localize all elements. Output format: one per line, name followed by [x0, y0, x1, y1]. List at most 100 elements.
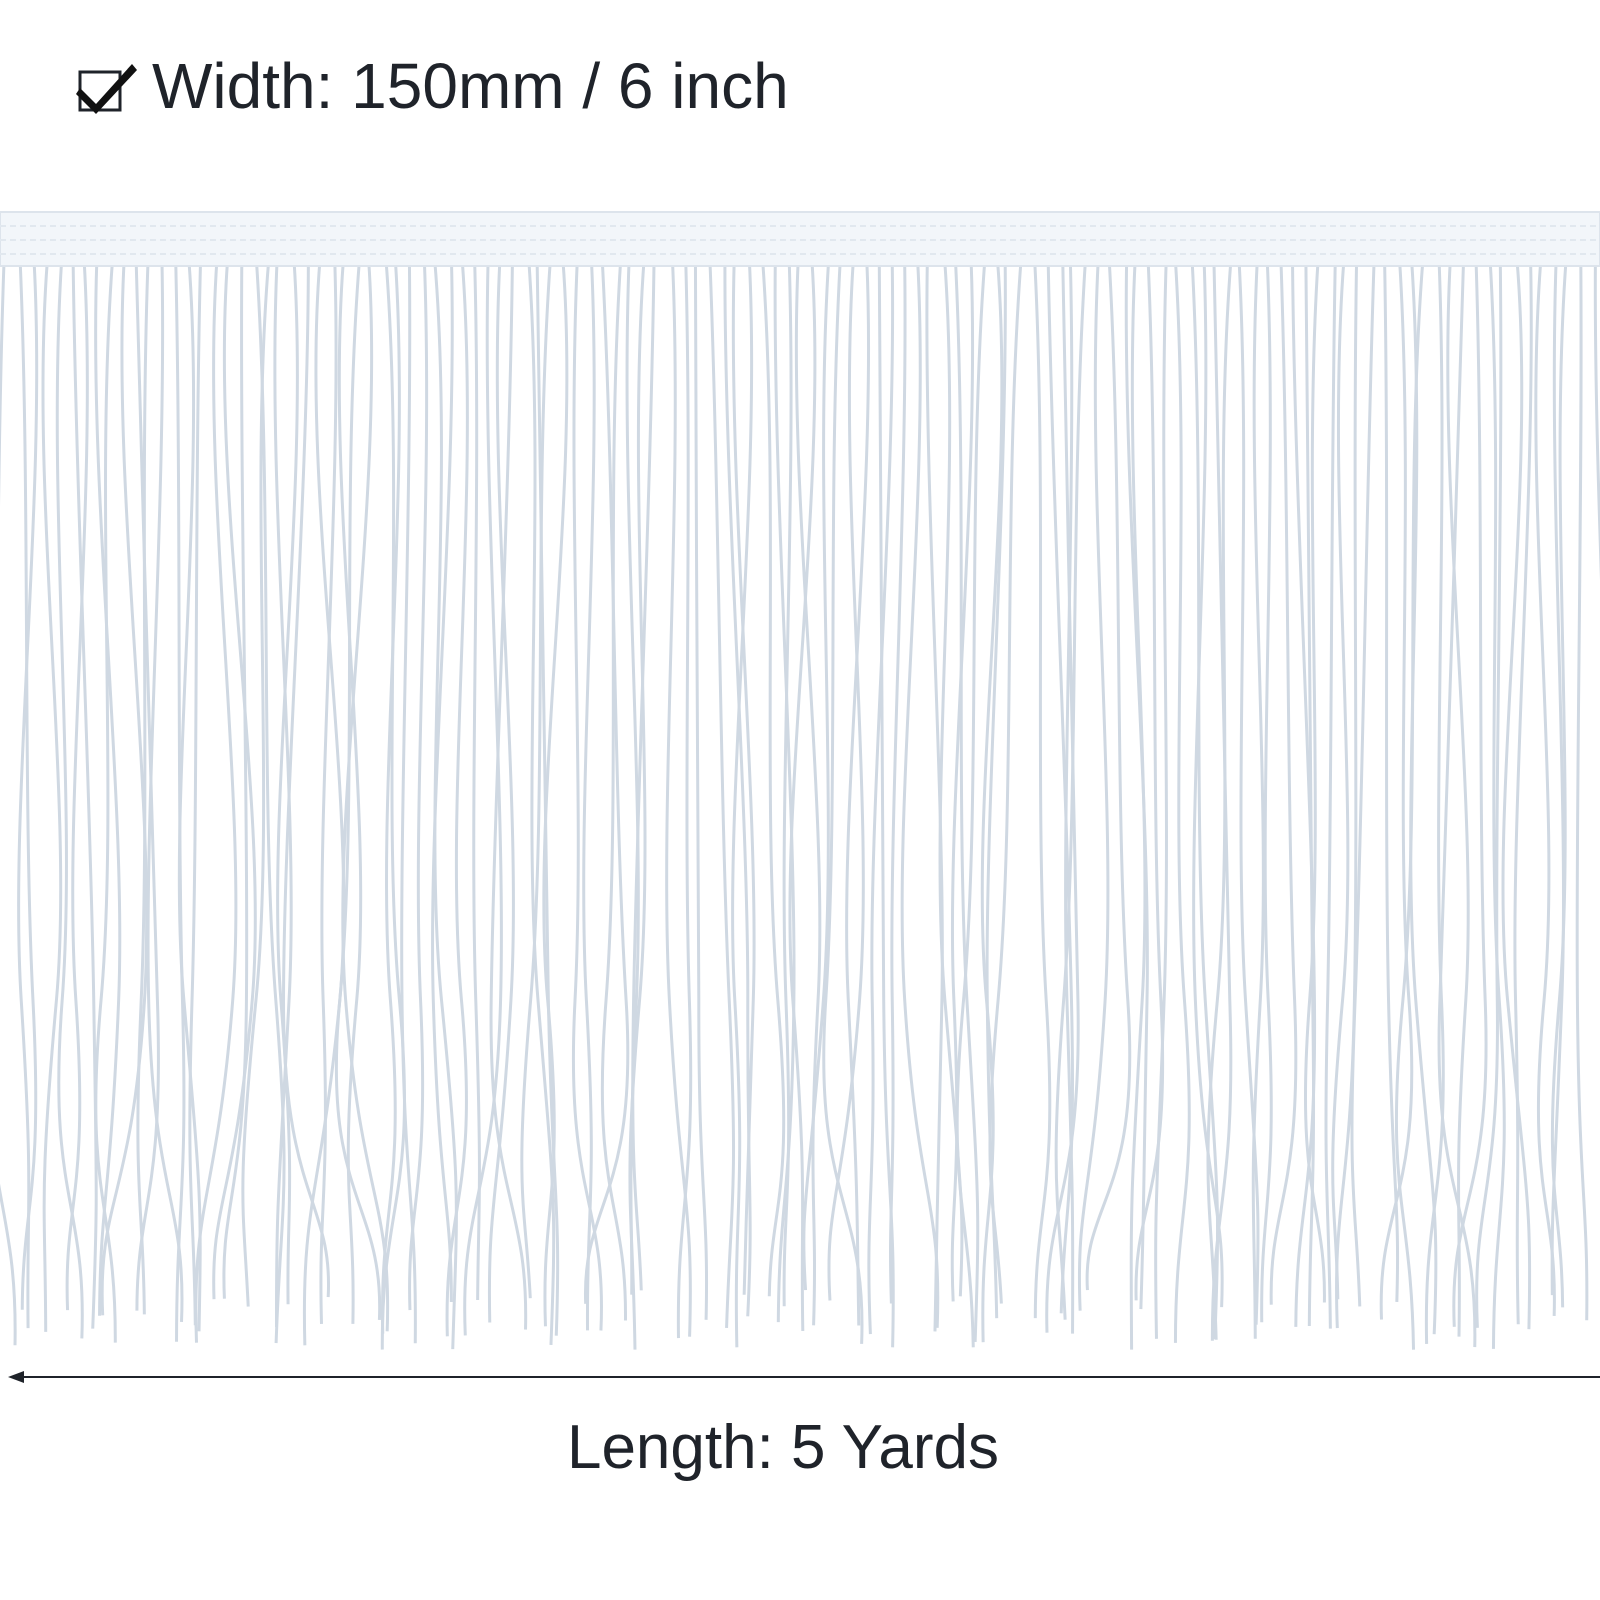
fringe-strand [136, 261, 150, 1315]
length-label: Length: 5 Yards [567, 1413, 999, 1482]
fringe-strand [794, 261, 822, 1326]
fringe-strand [17, 261, 39, 1329]
fringe-strand [1085, 261, 1132, 1291]
fringe-strand [527, 261, 556, 1345]
fringe-strand [782, 261, 793, 1307]
fringe-strand [65, 261, 89, 1311]
fringe-strand [1064, 261, 1075, 1334]
fringe-strand [1394, 261, 1425, 1350]
fringe-strand [773, 261, 796, 1323]
fringe-strand [1424, 261, 1445, 1344]
fringe-strand [571, 261, 603, 1331]
length-arrow [8, 1371, 1600, 1383]
fringe-strand [1077, 261, 1110, 1311]
fringe-strand [1324, 261, 1337, 1329]
fringe-strand [489, 261, 528, 1330]
fringe-strand [731, 261, 756, 1295]
fringe-strand [1206, 261, 1233, 1340]
fringe-strand [1501, 261, 1532, 1330]
fringe-strand [41, 261, 63, 1332]
fringe-strand [400, 261, 417, 1344]
fringe-strand [950, 261, 975, 1302]
fringe-strand [1045, 261, 1080, 1333]
fringe-strand [1593, 261, 1600, 582]
fringe-strand [472, 261, 481, 1300]
checkbox-icon [76, 64, 137, 114]
fringe-strand [71, 261, 98, 1329]
fringe-strand [1550, 261, 1568, 1308]
fringe-strand [1237, 261, 1260, 1325]
fringe-strand [1335, 261, 1359, 1329]
fringe-strand [273, 261, 293, 1328]
fringe-strand [542, 261, 569, 1327]
fringe-strand [1331, 261, 1350, 1300]
fringe-strand [0, 261, 17, 1346]
fringe-strand [693, 261, 709, 1320]
fringe-strand [134, 261, 160, 1311]
fringe-strand [241, 261, 271, 1307]
fringe-strand [341, 261, 390, 1332]
fringe-strand [1210, 261, 1233, 1341]
fringe-strand [222, 261, 249, 1299]
fringe-strand [463, 261, 503, 1336]
fringe-strand [445, 261, 469, 1337]
fringe-strand [954, 261, 980, 1343]
fringe-strand [380, 261, 407, 1350]
fringe-strand [194, 261, 238, 1343]
fringe-strand [1129, 261, 1147, 1350]
fringe-strand [761, 261, 786, 1297]
width-label: Width: 150mm / 6 inch [152, 50, 789, 122]
fringe-strand [582, 261, 596, 1331]
fringe-strand [708, 261, 736, 1329]
fringe-strand [628, 261, 647, 1350]
fringe-strand [1446, 261, 1470, 1337]
fringe-strand [1303, 261, 1326, 1303]
fringe-strand [177, 261, 202, 1332]
fringe-strand [535, 261, 560, 1336]
fringe-strand [255, 261, 286, 1344]
fringe-strand [980, 261, 1004, 1343]
fringe-strand [1304, 261, 1316, 1327]
fringe-strand [1192, 261, 1224, 1308]
fringe-strand [827, 261, 865, 1301]
fringe-strand [1269, 261, 1298, 1305]
fringe-strand [822, 261, 864, 1344]
fringe-strand [889, 261, 907, 1304]
fringe-strand [845, 261, 871, 1326]
fringe-strand [1154, 261, 1168, 1339]
fringe-strand [100, 261, 149, 1316]
fringe-strand [988, 261, 1023, 1304]
fringe-strand [1452, 261, 1488, 1327]
fringe-strand [1513, 261, 1533, 1325]
fringe-strand [584, 261, 630, 1304]
band-weave [0, 225, 1600, 255]
fringe-strand [1534, 261, 1556, 1316]
fringe-strand [955, 261, 987, 1348]
fringe-strand [337, 261, 363, 1324]
fringe-strand [1575, 261, 1589, 1321]
fringe [0, 261, 1600, 1350]
fringe-strand [380, 261, 401, 1334]
fringe-strand [900, 261, 940, 1328]
fringe-strand [731, 261, 754, 1348]
fringe-strand [319, 261, 338, 1324]
fringe-strand [520, 261, 552, 1299]
fringe-strand [146, 261, 184, 1322]
fringe-strand [55, 261, 84, 1339]
fringe-strand [867, 261, 895, 1335]
fringe-strand [408, 261, 429, 1311]
fringe-strand [431, 261, 454, 1302]
fringe-strand [1260, 261, 1273, 1323]
fringe-strand [1350, 261, 1376, 1307]
fringe-strand [600, 261, 627, 1321]
fringe-strand [1124, 261, 1149, 1310]
fringe-strand [188, 261, 203, 1326]
fringe-strand [788, 261, 817, 1331]
fringe-strand [487, 261, 515, 1323]
fringe-strand [94, 261, 117, 1343]
fringe-strand [212, 261, 257, 1300]
fringe-strand [1379, 261, 1414, 1320]
fringe-strand [1134, 261, 1165, 1301]
fringe-strand [1033, 261, 1052, 1319]
